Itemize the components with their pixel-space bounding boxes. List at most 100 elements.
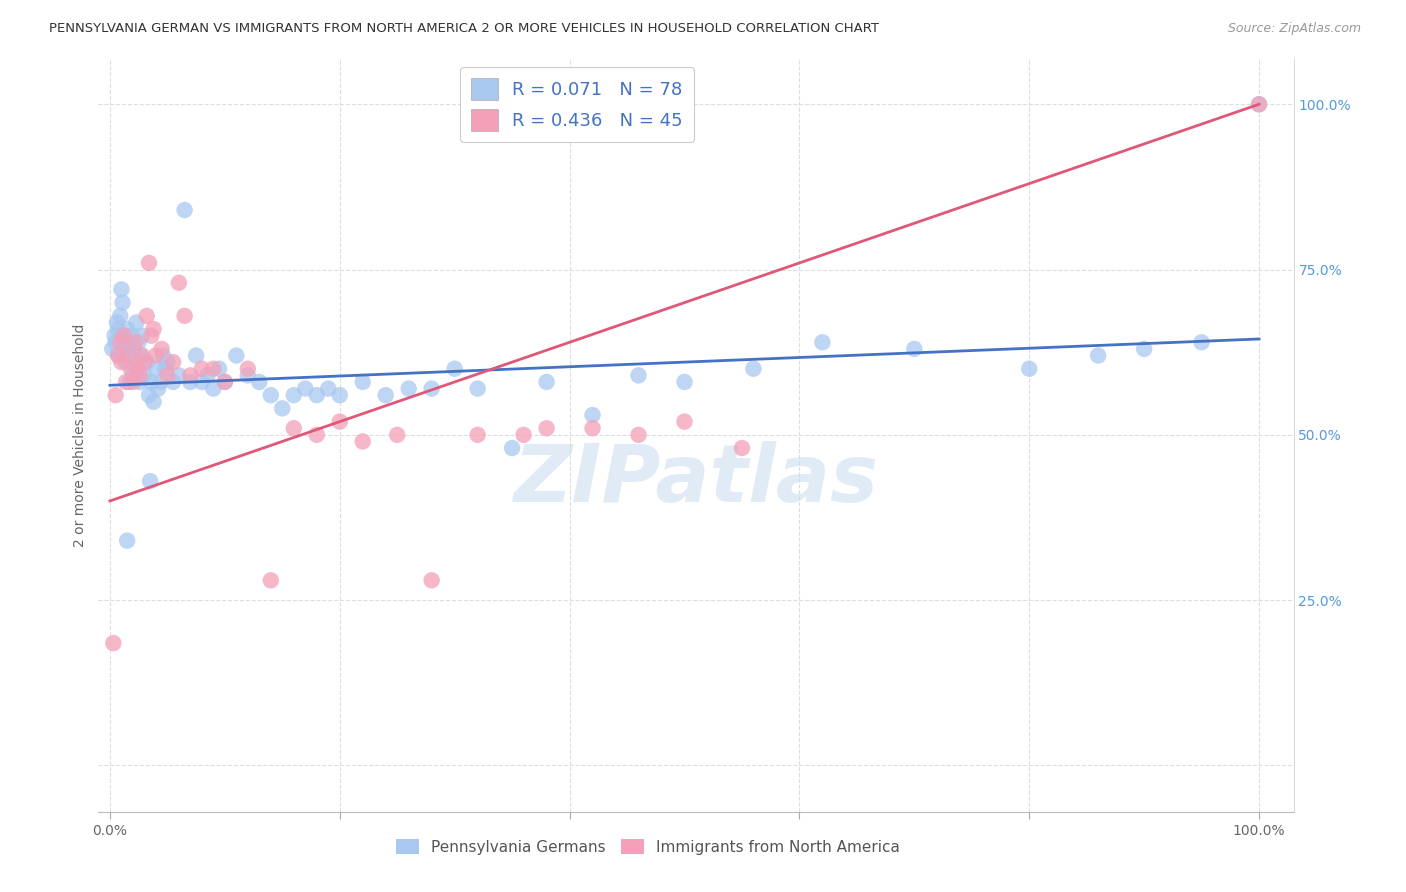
Point — [150, 342, 173, 356]
Y-axis label: 2 or more Vehicles in Household: 2 or more Vehicles in Household — [73, 323, 87, 547]
Point — [742, 361, 765, 376]
Point — [124, 355, 146, 369]
Point — [128, 335, 150, 350]
Point — [108, 349, 131, 363]
Point — [134, 355, 156, 369]
Text: Source: ZipAtlas.com: Source: ZipAtlas.com — [1227, 22, 1361, 36]
Point — [260, 574, 283, 588]
Point — [110, 309, 132, 323]
Point — [197, 368, 219, 383]
Point — [139, 474, 162, 488]
Point — [202, 361, 225, 376]
Point — [115, 322, 138, 336]
Point — [128, 375, 150, 389]
Point — [673, 375, 696, 389]
Point — [145, 361, 167, 376]
Point — [107, 349, 129, 363]
Point — [467, 428, 489, 442]
Point — [673, 415, 696, 429]
Point — [104, 388, 127, 402]
Point — [179, 375, 201, 389]
Point — [129, 349, 152, 363]
Point — [127, 361, 149, 376]
Point — [179, 368, 201, 383]
Point — [374, 388, 396, 402]
Point — [112, 328, 135, 343]
Point — [162, 375, 184, 389]
Point — [305, 428, 328, 442]
Point — [536, 421, 558, 435]
Point — [127, 361, 149, 376]
Point — [153, 361, 176, 376]
Point — [1247, 97, 1270, 112]
Point — [105, 315, 128, 329]
Point — [260, 388, 283, 402]
Point — [316, 382, 339, 396]
Point — [283, 421, 305, 435]
Point — [627, 428, 650, 442]
Point — [1247, 97, 1270, 112]
Point — [122, 342, 145, 356]
Point — [329, 415, 352, 429]
Point — [124, 335, 146, 350]
Point — [903, 342, 925, 356]
Point — [128, 368, 150, 383]
Point — [167, 276, 190, 290]
Point — [1087, 349, 1109, 363]
Point — [191, 375, 214, 389]
Point — [512, 428, 534, 442]
Point — [214, 375, 236, 389]
Point — [352, 375, 374, 389]
Point — [115, 533, 138, 548]
Point — [1018, 361, 1040, 376]
Point — [125, 315, 148, 329]
Point — [236, 361, 259, 376]
Point — [208, 361, 231, 376]
Point — [145, 349, 167, 363]
Point — [581, 408, 603, 422]
Point — [122, 368, 145, 383]
Point — [121, 328, 143, 343]
Point — [352, 434, 374, 449]
Point — [467, 382, 489, 396]
Point — [184, 349, 207, 363]
Point — [110, 355, 132, 369]
Point — [142, 322, 165, 336]
Point — [103, 328, 125, 343]
Point — [420, 574, 443, 588]
Point — [104, 335, 127, 350]
Point — [294, 382, 316, 396]
Point — [103, 636, 125, 650]
Point — [135, 309, 157, 323]
Point — [131, 349, 153, 363]
Point — [173, 309, 195, 323]
Point — [107, 322, 129, 336]
Point — [191, 361, 214, 376]
Point — [283, 388, 305, 402]
Point — [148, 382, 170, 396]
Text: ZIPatlas: ZIPatlas — [513, 441, 879, 519]
Point — [627, 368, 650, 383]
Point — [111, 295, 134, 310]
Point — [131, 328, 153, 343]
Point — [156, 355, 179, 369]
Point — [120, 349, 142, 363]
Point — [581, 421, 603, 435]
Point — [173, 202, 195, 217]
Point — [247, 375, 270, 389]
Point — [731, 441, 754, 455]
Point — [110, 335, 132, 350]
Point — [142, 394, 165, 409]
Point — [225, 349, 247, 363]
Point — [134, 368, 156, 383]
Text: PENNSYLVANIA GERMAN VS IMMIGRANTS FROM NORTH AMERICA 2 OR MORE VEHICLES IN HOUSE: PENNSYLVANIA GERMAN VS IMMIGRANTS FROM N… — [49, 22, 879, 36]
Point — [214, 375, 236, 389]
Point — [138, 388, 160, 402]
Point — [167, 368, 190, 383]
Point — [115, 355, 138, 369]
Point — [1133, 342, 1156, 356]
Point — [385, 428, 409, 442]
Point — [536, 375, 558, 389]
Point — [114, 342, 136, 356]
Point — [305, 388, 328, 402]
